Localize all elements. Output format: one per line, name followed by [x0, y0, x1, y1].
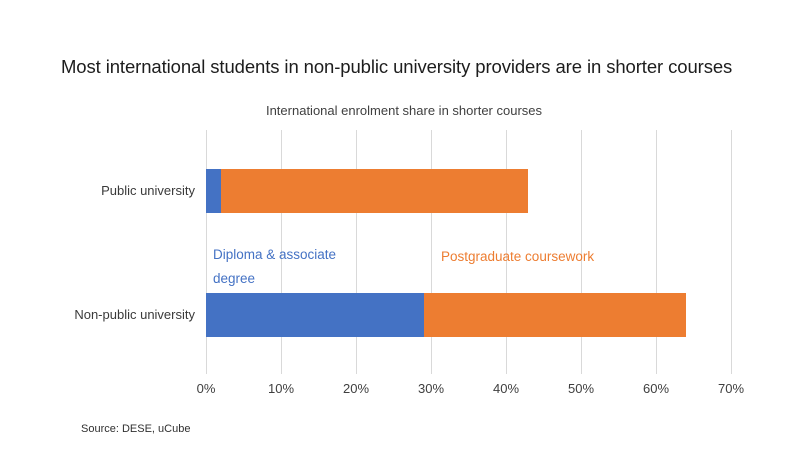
x-tick-label: 30% — [417, 381, 445, 396]
gridline — [206, 130, 207, 374]
category-label: Non-public university — [74, 307, 195, 322]
bar-row — [206, 169, 731, 213]
bar-segment-diploma-associate-degree — [206, 293, 424, 337]
chart-title: International enrolment share in shorter… — [265, 103, 543, 118]
bar-segment-postgraduate-coursework — [423, 293, 686, 337]
x-tick-label: 40% — [492, 381, 520, 396]
x-tick-label: 0% — [196, 381, 216, 396]
x-tick-label: 10% — [267, 381, 295, 396]
gridline — [281, 130, 282, 374]
x-tick-label: 20% — [342, 381, 370, 396]
bar-segment-diploma-associate-degree — [206, 169, 221, 213]
gridline — [506, 130, 507, 374]
plot-area — [206, 130, 732, 374]
bar-row — [206, 293, 731, 337]
x-tick-label: 60% — [642, 381, 670, 396]
gridline — [581, 130, 582, 374]
gridline — [731, 130, 732, 374]
series-label: Diploma & associate degree — [213, 247, 337, 286]
x-tick-label: 50% — [567, 381, 595, 396]
gridline — [356, 130, 357, 374]
category-label: Public university — [101, 183, 195, 198]
bar-segment-postgraduate-coursework — [220, 169, 529, 213]
gridline — [656, 130, 657, 374]
slide-title: Most international students in non-publi… — [61, 56, 733, 77]
gridline — [431, 130, 432, 374]
x-tick-label: 70% — [717, 381, 745, 396]
series-label: Postgraduate coursework — [441, 249, 595, 264]
source-note: Source: DESE, uCube — [81, 423, 191, 435]
